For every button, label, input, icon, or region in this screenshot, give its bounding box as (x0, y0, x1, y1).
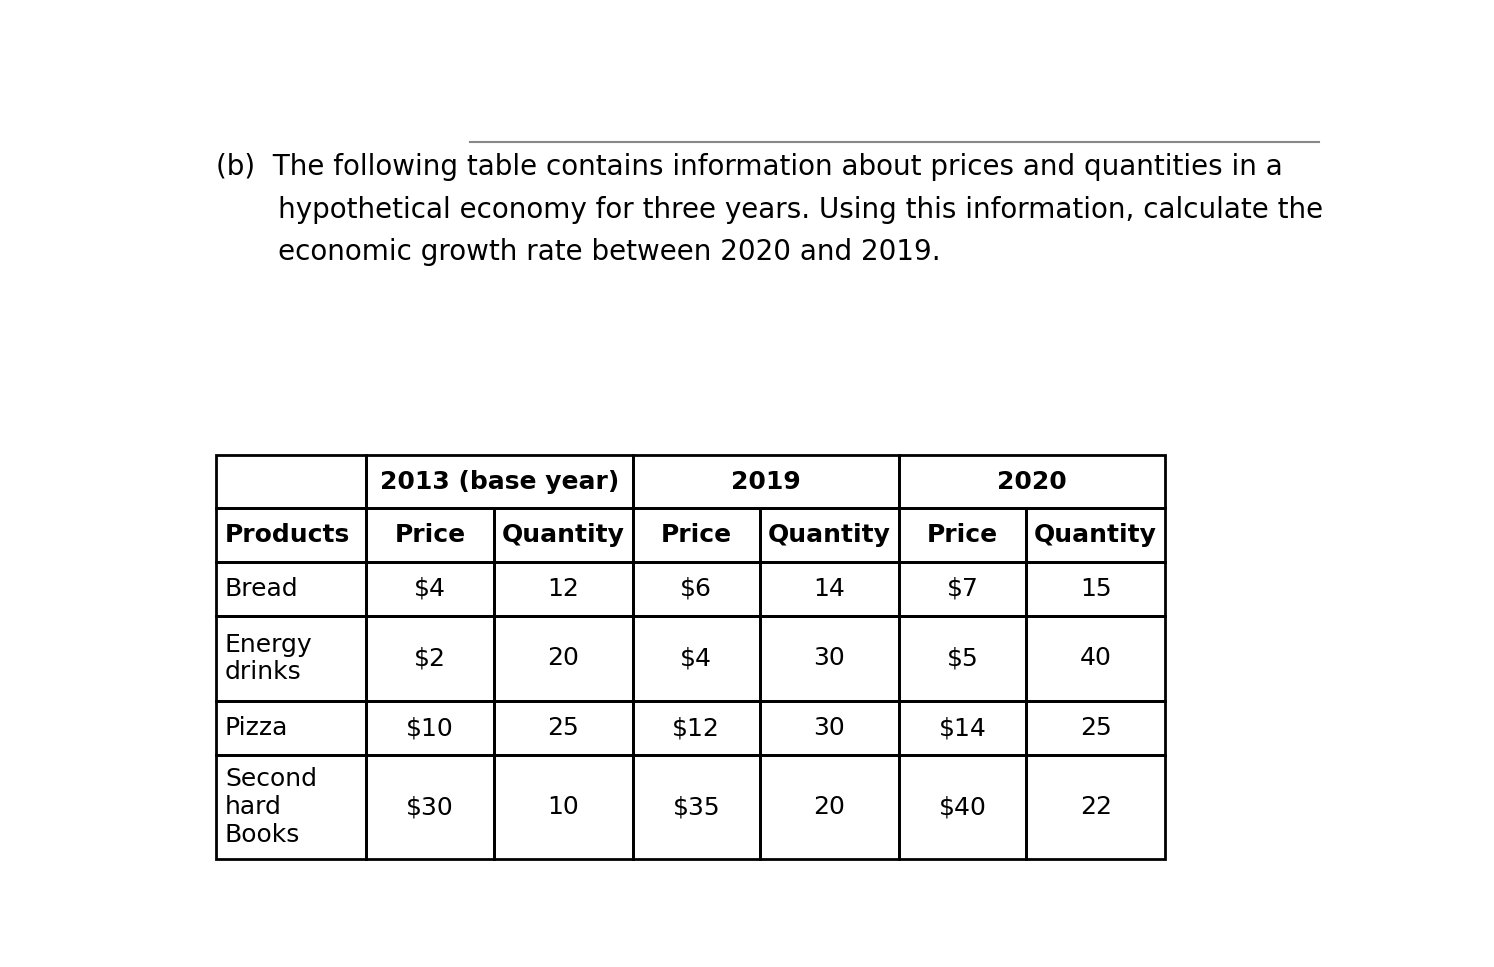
Text: 30: 30 (813, 717, 846, 740)
Text: 10: 10 (547, 795, 580, 819)
Text: hypothetical economy for three years. Using this information, calculate the: hypothetical economy for three years. Us… (215, 195, 1322, 223)
Bar (632, 616, 760, 701)
Text: $14: $14 (938, 717, 986, 740)
Bar (899, 701, 1026, 755)
Text: $30: $30 (406, 795, 454, 819)
Text: (b)  The following table contains information about prices and quantities in a: (b) The following table contains informa… (215, 153, 1282, 181)
Bar (899, 509, 1026, 562)
Text: $2: $2 (414, 647, 445, 670)
Text: $7: $7 (947, 577, 979, 601)
Bar (366, 454, 632, 509)
Bar (493, 701, 632, 755)
Bar (366, 562, 493, 616)
Text: economic growth rate between 2020 and 2019.: economic growth rate between 2020 and 20… (215, 238, 940, 266)
Bar (366, 755, 493, 859)
Text: Second
hard
Books: Second hard Books (226, 767, 317, 847)
Bar (899, 562, 1026, 616)
Bar (1026, 701, 1165, 755)
Bar (760, 616, 899, 701)
Text: 40: 40 (1080, 647, 1112, 670)
Bar (760, 562, 899, 616)
Bar (632, 454, 899, 509)
Text: Energy
drinks: Energy drinks (226, 632, 312, 685)
Text: $35: $35 (672, 795, 720, 819)
Text: 12: 12 (547, 577, 580, 601)
Bar (366, 509, 493, 562)
Bar (760, 509, 899, 562)
Bar (215, 562, 366, 616)
Bar (215, 509, 366, 562)
Text: $10: $10 (406, 717, 454, 740)
Bar (215, 616, 366, 701)
Bar (899, 755, 1026, 859)
Bar (1026, 509, 1165, 562)
Bar (493, 616, 632, 701)
Text: Bread: Bread (226, 577, 299, 601)
Text: Pizza: Pizza (226, 717, 288, 740)
Text: 22: 22 (1080, 795, 1112, 819)
Bar (632, 509, 760, 562)
Bar (632, 755, 760, 859)
Text: $40: $40 (938, 795, 986, 819)
Bar (1026, 562, 1165, 616)
Text: Price: Price (394, 523, 466, 547)
Text: Products: Products (226, 523, 350, 547)
Bar (215, 755, 366, 859)
Bar (493, 755, 632, 859)
Text: Quantity: Quantity (1034, 523, 1156, 547)
Text: $12: $12 (672, 717, 720, 740)
Text: 2013 (base year): 2013 (base year) (379, 470, 619, 493)
Bar (899, 616, 1026, 701)
Text: 25: 25 (1080, 717, 1112, 740)
Text: Price: Price (926, 523, 998, 547)
Bar (366, 701, 493, 755)
Text: Quantity: Quantity (502, 523, 624, 547)
Text: 2020: 2020 (996, 470, 1067, 493)
Bar (632, 701, 760, 755)
Text: 25: 25 (547, 717, 580, 740)
Bar (1026, 755, 1165, 859)
Text: 2019: 2019 (731, 470, 801, 493)
Text: $5: $5 (947, 647, 979, 670)
Text: $4: $4 (680, 647, 713, 670)
Text: Price: Price (660, 523, 732, 547)
Text: 20: 20 (813, 795, 846, 819)
Bar (632, 562, 760, 616)
Bar (215, 701, 366, 755)
Text: Quantity: Quantity (768, 523, 890, 547)
Bar (899, 454, 1165, 509)
Bar (760, 701, 899, 755)
Text: 30: 30 (813, 647, 846, 670)
Text: 20: 20 (547, 647, 580, 670)
Text: $4: $4 (414, 577, 445, 601)
Text: 14: 14 (813, 577, 846, 601)
Bar (493, 509, 632, 562)
Bar (215, 454, 366, 509)
Bar (1026, 616, 1165, 701)
Bar (760, 755, 899, 859)
Bar (366, 616, 493, 701)
Text: 15: 15 (1080, 577, 1112, 601)
Bar (493, 562, 632, 616)
Text: $6: $6 (680, 577, 713, 601)
